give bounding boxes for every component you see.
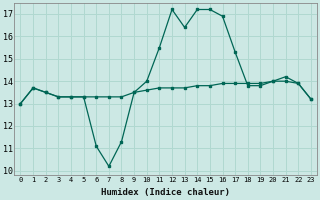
X-axis label: Humidex (Indice chaleur): Humidex (Indice chaleur)	[101, 188, 230, 197]
